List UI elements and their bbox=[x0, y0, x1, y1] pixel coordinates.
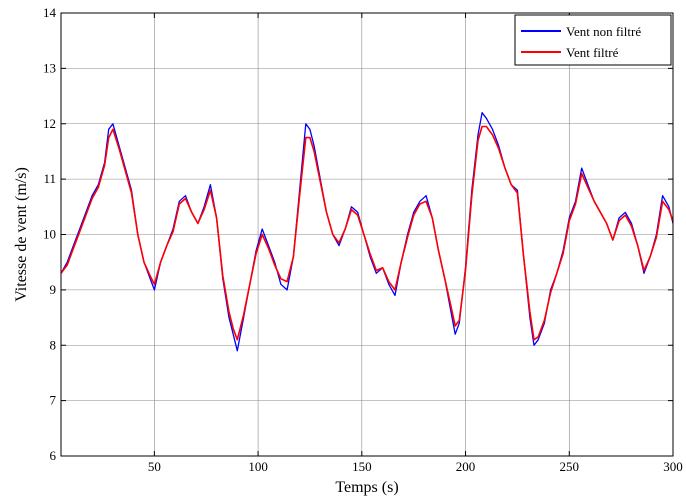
y-tick-label: 7 bbox=[50, 393, 57, 408]
x-tick-label: 50 bbox=[148, 459, 161, 474]
x-axis-title: Temps (s) bbox=[335, 479, 398, 496]
series-line-filtered bbox=[60, 125, 674, 341]
series-layer bbox=[60, 112, 674, 352]
x-tick-label: 100 bbox=[248, 459, 268, 474]
y-tick-label: 14 bbox=[43, 5, 57, 20]
legend-label-filtered: Vent filtré bbox=[566, 45, 619, 60]
legend: Vent non filtré Vent filtré bbox=[514, 14, 672, 66]
y-tick-label: 6 bbox=[50, 448, 57, 463]
y-tick-label: 9 bbox=[50, 282, 57, 297]
y-tick-label: 12 bbox=[43, 116, 56, 131]
axis-ticks: 50 100 150 200 250 300 6 7 8 9 10 11 12 13 14 bbox=[43, 5, 683, 474]
x-tick-label: 200 bbox=[456, 459, 476, 474]
y-axis-title: Vitesse de vent (m/s) bbox=[13, 167, 30, 302]
x-tick-label: 150 bbox=[352, 459, 372, 474]
y-tick-label: 11 bbox=[43, 171, 56, 186]
x-tick-label: 300 bbox=[663, 459, 683, 474]
y-tick-label: 10 bbox=[43, 227, 56, 242]
y-tick-label: 8 bbox=[50, 337, 57, 352]
x-tick-label: 250 bbox=[560, 459, 580, 474]
legend-label-unfiltered: Vent non filtré bbox=[566, 24, 641, 39]
y-tick-label: 13 bbox=[43, 60, 56, 75]
legend-box bbox=[514, 14, 672, 66]
